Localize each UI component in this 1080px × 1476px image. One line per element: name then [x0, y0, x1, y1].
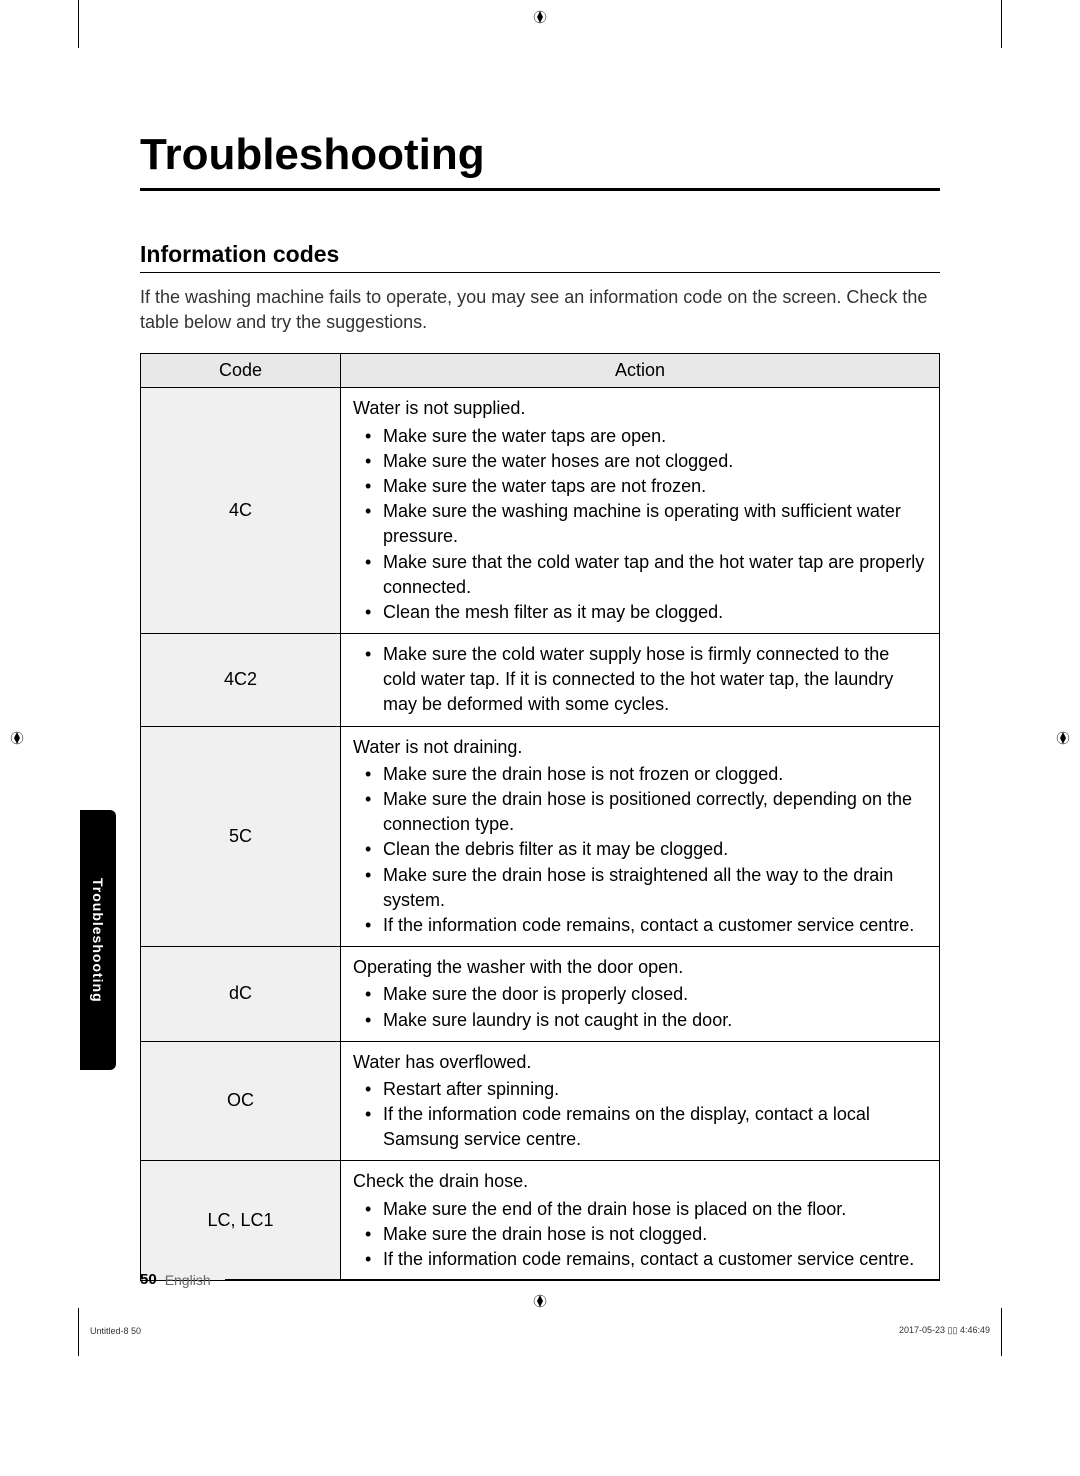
action-list-item: Make sure the water taps are not frozen. — [361, 474, 927, 499]
action-list: Make sure the end of the drain hose is p… — [353, 1197, 927, 1273]
print-mark-icon — [1056, 731, 1070, 745]
action-list-item: Make sure the water taps are open. — [361, 424, 927, 449]
crop-mark — [1001, 1308, 1002, 1356]
action-list-item: Make sure the washing machine is operati… — [361, 499, 927, 549]
table-row: dCOperating the washer with the door ope… — [141, 947, 940, 1042]
action-cell: Water has overflowed.Restart after spinn… — [341, 1041, 940, 1161]
action-cell: Operating the washer with the door open.… — [341, 947, 940, 1042]
footer-divider — [225, 1279, 940, 1280]
code-cell: 4C2 — [141, 634, 341, 727]
code-cell: 4C — [141, 388, 341, 634]
page-number: 50 — [140, 1271, 157, 1288]
crop-mark — [78, 1308, 79, 1356]
action-cell: Make sure the cold water supply hose is … — [341, 634, 940, 727]
section-title: Information codes — [140, 241, 940, 273]
page-title: Troubleshooting — [140, 130, 940, 191]
crop-mark — [78, 0, 79, 48]
action-list-item: If the information code remains on the d… — [361, 1102, 927, 1152]
action-cell: Check the drain hose. Make sure the end o… — [341, 1161, 940, 1281]
action-list-item: If the information code remains, contact… — [361, 913, 927, 938]
side-tab-label: Troubleshooting — [90, 878, 106, 1003]
action-list-item: Make sure that the cold water tap and th… — [361, 550, 927, 600]
table-row: 4C2 Make sure the cold water supply hose … — [141, 634, 940, 727]
action-intro: Water is not draining. — [353, 735, 927, 760]
action-list-item: Make sure the drain hose is straightened… — [361, 863, 927, 913]
info-codes-table: Code Action 4C Water is not supplied. Make… — [140, 353, 940, 1281]
action-list-item: Make sure the door is properly closed. — [361, 982, 927, 1007]
action-list: Make sure the drain hose is not frozen o… — [353, 762, 927, 938]
table-row: 5CWater is not draining.Make sure the dr… — [141, 726, 940, 947]
action-list-item: Make sure the cold water supply hose is … — [361, 642, 927, 718]
action-list-item: Make sure the drain hose is not frozen o… — [361, 762, 927, 787]
action-list-item: Clean the mesh filter as it may be clogg… — [361, 600, 927, 625]
action-list: Make sure the door is properly closed.Ma… — [353, 982, 927, 1032]
print-mark-icon — [533, 10, 547, 24]
footer-language: English — [165, 1272, 211, 1288]
code-cell: 5C — [141, 726, 341, 947]
action-cell: Water is not supplied. Make sure the wate… — [341, 388, 940, 634]
table-row: 4C Water is not supplied. Make sure the wa… — [141, 388, 940, 634]
action-list: Restart after spinning.If the informatio… — [353, 1077, 927, 1153]
table-header-code: Code — [141, 354, 341, 388]
action-intro: Water is not supplied. — [353, 396, 927, 421]
page-content: Troubleshooting Information codes If the… — [140, 130, 940, 1281]
action-list-item: Make sure the end of the drain hose is p… — [361, 1197, 927, 1222]
action-list-item: Make sure the drain hose is positioned c… — [361, 787, 927, 837]
crop-mark — [1001, 0, 1002, 48]
table-header-action: Action — [341, 354, 940, 388]
code-cell: OC — [141, 1041, 341, 1161]
print-footer-right: 2017-05-23 ▯▯ 4:46:49 — [899, 1325, 990, 1336]
action-list-item: Make sure the water hoses are not clogge… — [361, 449, 927, 474]
action-list-item: If the information code remains, contact… — [361, 1247, 927, 1272]
print-mark-icon — [533, 1294, 547, 1308]
action-list-item: Make sure laundry is not caught in the d… — [361, 1008, 927, 1033]
side-tab: Troubleshooting — [80, 810, 116, 1070]
code-cell: LC, LC1 — [141, 1161, 341, 1281]
action-intro: Operating the washer with the door open. — [353, 955, 927, 980]
intro-text: If the washing machine fails to operate,… — [140, 285, 940, 335]
print-mark-icon — [10, 731, 24, 745]
action-list-item: Restart after spinning. — [361, 1077, 927, 1102]
action-list: Make sure the water taps are open.Make s… — [353, 424, 927, 626]
code-cell: dC — [141, 947, 341, 1042]
print-footer-left: Untitled-8 50 — [90, 1326, 141, 1336]
action-list: Make sure the cold water supply hose is … — [353, 642, 927, 718]
page-footer: 50 English — [140, 1271, 940, 1288]
action-intro: Check the drain hose. — [353, 1169, 927, 1194]
table-row: OCWater has overflowed.Restart after spi… — [141, 1041, 940, 1161]
table-row: LC, LC1 Check the drain hose. Make sure th… — [141, 1161, 940, 1281]
action-list-item: Make sure the drain hose is not clogged. — [361, 1222, 927, 1247]
action-list-item: Clean the debris filter as it may be clo… — [361, 837, 927, 862]
action-cell: Water is not draining.Make sure the drai… — [341, 726, 940, 947]
action-intro: Water has overflowed. — [353, 1050, 927, 1075]
